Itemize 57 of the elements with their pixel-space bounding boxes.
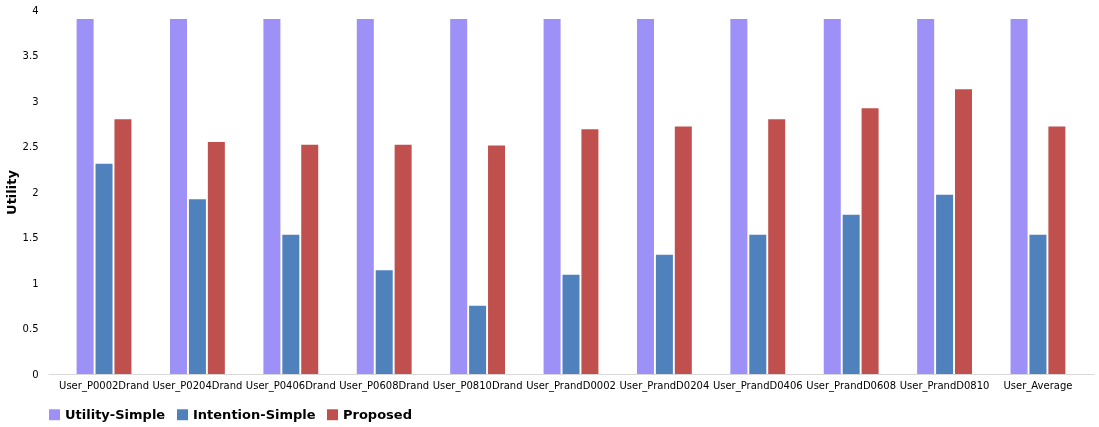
bar: [636, 19, 654, 374]
x-tick-label: User_P0608Drand: [339, 379, 430, 392]
bar: [76, 19, 94, 374]
bar: [282, 234, 300, 374]
x-tick-label: User_PrandD0810: [899, 379, 990, 392]
x-tick-label: User_PrandD0204: [619, 379, 710, 392]
bar: [1048, 126, 1066, 374]
bar: [394, 144, 412, 374]
legend-label: Utility-Simple: [65, 406, 166, 422]
x-tick-label: User_P0406Drand: [245, 379, 336, 392]
bar: [263, 19, 281, 374]
bar: [842, 214, 860, 374]
y-tick-label: 1.5: [22, 232, 39, 243]
bar: [488, 145, 506, 374]
bar: [301, 144, 319, 374]
y-tick-label: 3: [32, 95, 39, 107]
bar: [450, 19, 468, 374]
bar: [543, 19, 561, 374]
bar: [1029, 234, 1047, 374]
bar: [730, 19, 748, 374]
x-tick-label: User_PrandD0002: [526, 379, 616, 392]
bar: [749, 234, 767, 374]
y-tick-label: 1: [32, 277, 39, 289]
x-tick-label: User_P0002Drand: [59, 379, 149, 392]
bar: [823, 19, 841, 374]
y-tick-label: 3.5: [22, 50, 39, 61]
x-tick-label: User_P0810Drand: [432, 379, 523, 392]
bar: [917, 19, 935, 374]
bar: [768, 119, 786, 374]
legend-label: Proposed: [343, 406, 412, 422]
bar: [114, 119, 132, 374]
bar: [207, 141, 225, 374]
y-tick-label: 2.5: [22, 141, 39, 152]
bar: [170, 19, 188, 374]
y-tick-label: 4: [32, 4, 39, 16]
y-tick-label: 2: [32, 186, 39, 198]
x-tick-label: User_Average: [1003, 379, 1073, 392]
y-axis-title: Utility: [3, 169, 19, 215]
bar: [936, 194, 954, 374]
bar: [1010, 19, 1028, 374]
bar: [674, 126, 692, 374]
bar: [188, 199, 206, 374]
bar: [562, 274, 580, 374]
bar: [95, 163, 113, 374]
bar: [655, 254, 673, 374]
x-tick-label: User_PrandD0608: [806, 379, 897, 392]
legend-label: Intention-Simple: [193, 406, 316, 422]
x-tick-label: User_P0204Drand: [152, 379, 243, 392]
x-tick-label: User_PrandD0406: [712, 379, 803, 392]
bar: [375, 270, 393, 374]
bar: [356, 19, 374, 374]
bar: [861, 108, 879, 374]
bar: [954, 89, 972, 374]
y-tick-label: 0: [32, 368, 39, 380]
y-tick-label: 0.5: [22, 323, 39, 334]
bar: [469, 305, 487, 374]
bar: [581, 129, 599, 374]
